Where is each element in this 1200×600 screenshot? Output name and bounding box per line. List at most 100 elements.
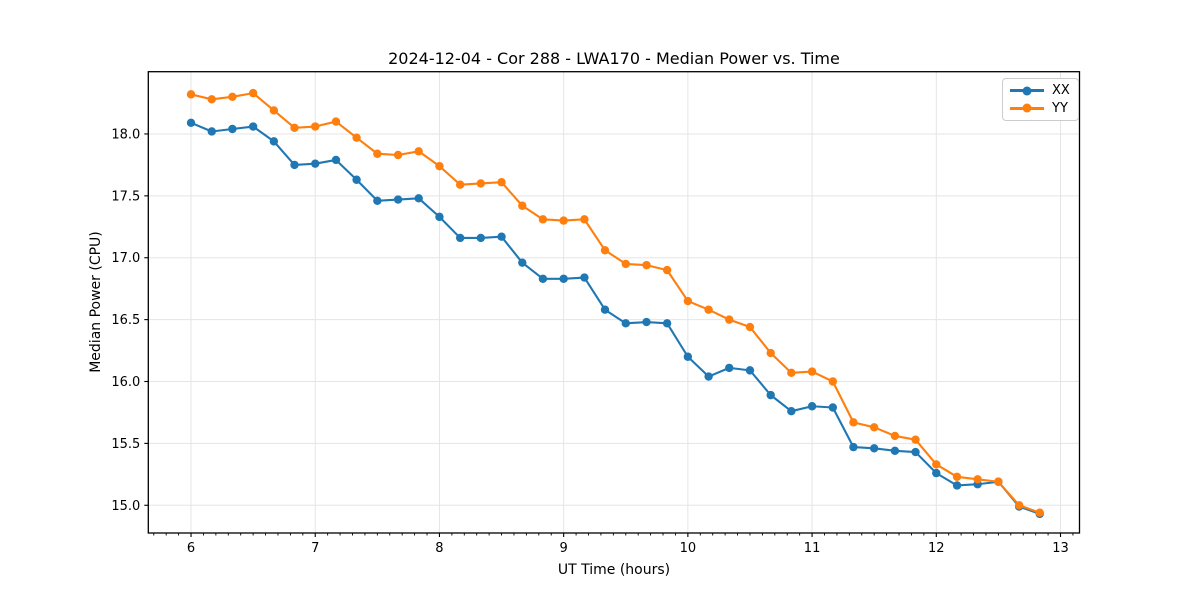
series-xx-marker (186, 118, 196, 128)
series-yy-marker (600, 246, 610, 255)
series-yy-marker (828, 377, 838, 386)
series-xx-marker (849, 442, 858, 452)
series-yy-marker (269, 106, 279, 115)
x-tick-label: 10 (680, 541, 697, 556)
legend-item-xx: XX (1010, 82, 1071, 99)
series-xx-marker (932, 468, 941, 478)
series-xx-marker (559, 274, 568, 283)
x-tick-label: 7 (311, 541, 319, 556)
series-yy-marker (932, 460, 941, 469)
y-tick-label: 17.5 (111, 189, 140, 204)
series-yy-marker (662, 265, 672, 275)
axes-spines (147, 71, 1081, 534)
y-tick-label: 16.0 (111, 375, 140, 390)
series-yy-marker (973, 475, 982, 484)
series-yy-marker (414, 147, 423, 156)
legend-line-swatch-yy (1010, 103, 1044, 113)
series-xx-marker (414, 194, 423, 203)
series-xx-marker (393, 195, 403, 204)
series-xx-line (190, 121, 1041, 515)
x-tick-label: 13 (1052, 541, 1069, 556)
legend-label-xx: XX (1052, 83, 1070, 99)
series-xx-marker (228, 124, 237, 134)
series-xx-marker (952, 481, 962, 490)
y-tick-label: 15.0 (111, 499, 140, 514)
series-xx-marker (352, 175, 361, 184)
legend-label-yy: YY (1052, 100, 1068, 116)
legend: XX YY (1002, 78, 1079, 121)
series-xx-marker (621, 319, 630, 328)
series-yy-marker (331, 117, 341, 126)
x-tick-label: 8 (435, 541, 443, 556)
series-yy-marker (1035, 508, 1044, 517)
series-yy-marker (248, 88, 258, 98)
series-yy-marker (393, 150, 403, 160)
series-xx-marker (435, 212, 444, 222)
series-xx-marker (766, 390, 775, 400)
series-xx-marker (662, 319, 672, 328)
series-xx-marker (331, 155, 341, 165)
series-xx-marker (704, 372, 713, 381)
series-yy-marker (290, 123, 299, 132)
series-xx-marker (869, 444, 879, 453)
y-tick-label: 15.5 (111, 437, 140, 452)
series-yy-marker (228, 92, 237, 102)
series-yy-marker (207, 95, 216, 104)
series-xx-marker (890, 446, 900, 456)
series-xx-marker (807, 402, 817, 411)
series-xx-marker (373, 196, 382, 205)
legend-line-swatch-xx (1010, 86, 1044, 96)
series-xx-marker (600, 305, 610, 314)
series-xx-marker (290, 160, 299, 170)
series-xx-marker (911, 447, 920, 457)
series-xx-marker (497, 232, 506, 241)
series-yy-marker (890, 431, 900, 441)
x-tick-label: 12 (928, 541, 945, 556)
series-xx-marker (538, 274, 548, 283)
series-xx-marker (455, 233, 465, 243)
series-yy-marker (994, 477, 1003, 486)
series-xx-marker (828, 403, 838, 412)
series-yy-marker (559, 216, 568, 225)
series-xx-marker (787, 407, 796, 416)
series-yy-marker (849, 418, 858, 427)
series-yy-marker (869, 423, 879, 432)
x-tick-label: 9 (560, 541, 568, 556)
y-axis-label: Median Power (CPU) (88, 231, 104, 373)
series-xx-marker (269, 137, 279, 146)
series-yy-marker (580, 215, 589, 224)
y-tick-label: 18.0 (111, 127, 140, 142)
series-xx-marker (683, 352, 693, 361)
series-xx-marker (725, 363, 734, 373)
legend-item-yy: YY (1010, 100, 1071, 117)
series-xx-marker (207, 127, 216, 136)
series-xx-marker (580, 273, 589, 282)
series-xx-marker (476, 233, 486, 243)
series-yy-marker (311, 122, 320, 131)
series-yy-marker (621, 259, 630, 269)
series-xx-marker (642, 317, 651, 327)
legend-marker-icon (1022, 86, 1032, 96)
series-yy-marker (787, 368, 796, 378)
series-yy-marker (518, 201, 527, 210)
series-yy-marker (476, 179, 486, 188)
series-xx-marker (311, 159, 320, 168)
x-axis-label: UT Time (hours) (557, 562, 671, 578)
series-yy-marker (704, 305, 713, 314)
series-xx-marker (248, 122, 258, 131)
series-yy-marker (538, 215, 548, 224)
series-yy-marker (911, 435, 920, 444)
series-yy-marker (642, 260, 651, 270)
series-yy-marker (725, 315, 734, 324)
x-tick-label: 11 (804, 541, 821, 556)
y-tick-label: 16.5 (111, 313, 140, 328)
series-yy-marker (455, 180, 465, 189)
series-yy-marker (745, 322, 755, 332)
series-yy-marker (186, 90, 196, 99)
series-yy-marker (497, 178, 506, 187)
series-yy-marker (683, 296, 693, 306)
series-yy-marker (807, 367, 817, 376)
series-xx-marker (518, 258, 527, 267)
